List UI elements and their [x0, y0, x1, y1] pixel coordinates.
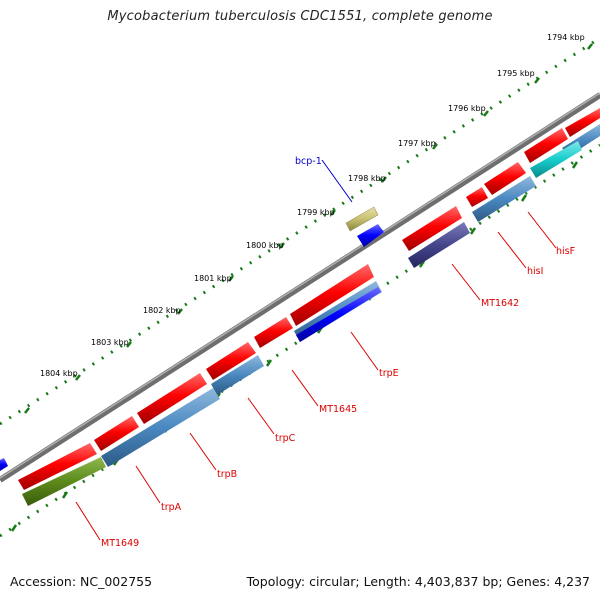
feature-cyan[interactable] [530, 141, 582, 178]
accession-text: Accession: NC_002755 [10, 574, 153, 589]
gene-edge-arrow[interactable] [0, 458, 8, 471]
cds-arrow[interactable] [137, 373, 207, 424]
scale-tick [75, 374, 81, 381]
inner-tick [10, 524, 18, 532]
cds-arrow[interactable] [565, 108, 600, 137]
inner-tick [571, 161, 579, 169]
scale-tick [587, 43, 593, 50]
feature-track [22, 124, 600, 506]
gene-label-trpA[interactable]: trpA [161, 502, 182, 513]
scale-label: 1800 kbp [246, 241, 284, 250]
scale-tick [381, 176, 387, 183]
scale-tick [432, 143, 438, 150]
cds-arrow[interactable] [524, 128, 568, 163]
cds-arrow[interactable] [466, 187, 488, 207]
leader-MT1645 [291, 369, 319, 407]
gene-label-trpC[interactable]: trpC [275, 433, 296, 444]
scale-label: 1802 kbp [143, 306, 181, 315]
feature-khaki[interactable] [345, 206, 379, 232]
cds-arrow[interactable] [402, 206, 462, 251]
scale-label: 1801 kbp [194, 274, 232, 283]
genome-summary-text: Topology: circular; Length: 4,403,837 bp… [246, 574, 590, 589]
leader-bcp-1 [321, 159, 353, 203]
feature-steelblue[interactable] [211, 355, 264, 395]
leader-trpB [189, 432, 217, 471]
scale-tick [228, 275, 234, 282]
gene-label-MT1645[interactable]: MT1645 [319, 404, 357, 415]
feature-steelblue[interactable] [472, 176, 536, 222]
scale-label: 1795 kbp [497, 69, 535, 78]
scale-tick [330, 209, 336, 216]
scale-label: 1798 kbp [348, 174, 386, 183]
gene-label-trpE[interactable]: trpE [379, 368, 399, 379]
leader-MT1649 [75, 501, 101, 541]
scale-labels: 1794 kbp 1795 kbp 1796 kbp 1797 kbp 1798… [40, 33, 585, 378]
scale-label: 1803 kbp [91, 338, 129, 347]
scale-label: 1804 kbp [40, 369, 78, 378]
inner-tick [265, 359, 273, 367]
genome-backbone-highlight [0, 92, 600, 479]
cds-arrow[interactable] [94, 416, 139, 451]
scale-tick [534, 77, 540, 84]
scale-tick [126, 341, 132, 348]
cds-arrow[interactable] [18, 443, 97, 490]
feature-steelblue[interactable] [101, 388, 220, 467]
inner-tick [469, 227, 477, 235]
gene-labels: bcp-1 hisF hisI MT1642 trpE MT1645 trpC … [101, 156, 575, 549]
scale-ticks [24, 43, 593, 414]
genome-backbone [0, 92, 600, 483]
scale-tick [279, 242, 285, 249]
scale-label: 1799 kbp [297, 208, 335, 217]
cds-arrow[interactable] [290, 264, 374, 326]
scale-tick [483, 110, 489, 117]
feature-navy[interactable] [408, 222, 470, 268]
inner-tick [61, 491, 69, 499]
cds-arrow[interactable] [254, 317, 293, 348]
cds-track [18, 108, 600, 490]
scale-label: 1794 kbp [547, 33, 585, 42]
gene-label-MT1649[interactable]: MT1649 [101, 538, 139, 549]
gene-label-trpB[interactable]: trpB [217, 469, 237, 480]
cds-arrow[interactable] [484, 162, 526, 195]
cds-arrow[interactable] [206, 342, 256, 380]
gene-bcp-1-arrow[interactable] [357, 224, 384, 247]
leader-trpC [247, 397, 275, 435]
feature-blue[interactable] [296, 287, 381, 342]
scale-label: 1796 kbp [448, 104, 486, 113]
leader-trpA [135, 465, 161, 504]
scale-tick [24, 407, 30, 414]
leader-hisI [497, 231, 527, 269]
gene-label-MT1642[interactable]: MT1642 [481, 298, 519, 309]
scale-axis [0, 36, 600, 426]
scale-label: 1797 kbp [398, 139, 436, 148]
inner-tick [520, 194, 528, 202]
leader-trpE [350, 331, 379, 371]
leader-MT1642 [451, 263, 481, 301]
leader-hisF [527, 211, 557, 249]
gene-label-bcp-1[interactable]: bcp-1 [295, 156, 322, 167]
map-title: Mycobacterium tuberculosis CDC1551, comp… [107, 9, 493, 24]
label-leaders [75, 159, 557, 541]
gene-label-hisI[interactable]: hisI [527, 266, 543, 277]
scale-tick [177, 308, 183, 315]
feature-olive[interactable] [22, 457, 106, 506]
gene-label-hisF[interactable]: hisF [556, 246, 575, 257]
